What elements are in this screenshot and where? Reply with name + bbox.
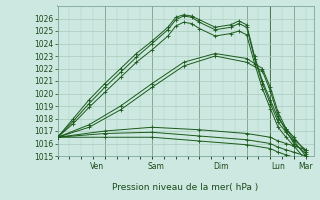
Text: Dim: Dim [213,162,229,171]
Text: Lun: Lun [271,162,285,171]
X-axis label: Pression niveau de la mer( hPa ): Pression niveau de la mer( hPa ) [112,183,259,192]
Text: Sam: Sam [148,162,164,171]
Text: Mar: Mar [299,162,313,171]
Text: Ven: Ven [90,162,104,171]
